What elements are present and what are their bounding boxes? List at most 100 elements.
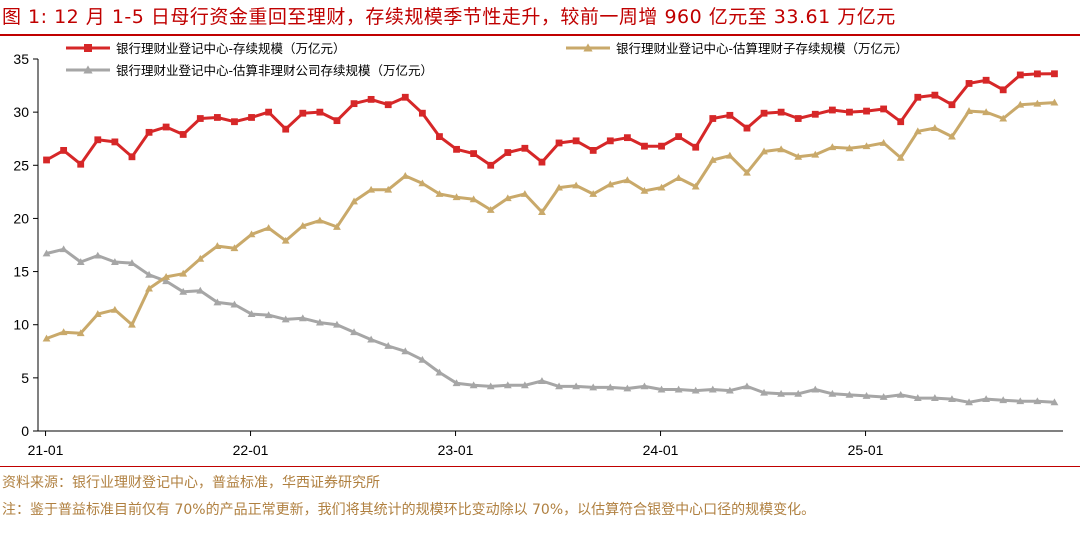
data-point [367, 95, 375, 103]
data-point [248, 114, 255, 121]
data-point [794, 115, 802, 122]
data-point [538, 377, 546, 384]
series-line [45, 101, 1055, 340]
data-point [128, 153, 136, 161]
chart-legend: 银行理财业登记中心-存续规模（万亿元） 银行理财业登记中心-估算理财子存续规模（万… [66, 41, 908, 78]
data-point [43, 156, 50, 164]
chart-series [42, 70, 1059, 406]
data-point [675, 133, 683, 140]
data-point [110, 305, 119, 313]
data-point [503, 194, 512, 202]
y-tick-label: 10 [13, 317, 29, 333]
data-point [367, 185, 376, 193]
data-point [623, 384, 632, 392]
data-point [828, 389, 837, 397]
data-point [418, 355, 427, 363]
legend-marker [83, 65, 93, 74]
data-point [264, 224, 273, 231]
data-point [589, 383, 598, 391]
data-point [930, 124, 939, 132]
data-point [674, 174, 683, 181]
data-point [93, 310, 102, 318]
data-point [333, 117, 341, 125]
data-point [999, 114, 1008, 122]
data-point [965, 107, 973, 115]
data-point [213, 114, 221, 121]
data-point [965, 80, 973, 87]
data-point [674, 385, 683, 393]
data-point [469, 381, 478, 389]
data-point [982, 395, 991, 403]
data-point [111, 138, 119, 146]
data-point [469, 195, 478, 203]
data-point [298, 221, 307, 229]
data-point [435, 368, 444, 376]
data-point [333, 320, 341, 328]
data-point [743, 168, 751, 176]
data-point [350, 197, 358, 205]
data-point [623, 176, 632, 184]
data-point [1033, 397, 1042, 405]
data-point [743, 124, 751, 132]
x-tick-label: 25-01 [848, 442, 884, 458]
data-point [708, 156, 717, 163]
data-point [828, 106, 836, 114]
data-point [196, 254, 205, 262]
data-point [503, 381, 512, 389]
data-point [487, 161, 495, 169]
data-point [145, 270, 153, 278]
data-point [538, 208, 546, 215]
data-point [435, 190, 444, 197]
chart-axes: 0 5 10 15 20 25 30 35 21-01 22-01 23-01 24-01 25-01 [13, 51, 1063, 458]
data-point [913, 394, 922, 401]
data-point [384, 101, 392, 109]
data-point [145, 128, 153, 136]
data-point [725, 386, 734, 394]
data-point [743, 382, 751, 390]
data-point [880, 105, 888, 113]
data-point [231, 118, 238, 126]
data-point [640, 382, 649, 390]
data-point [1016, 100, 1025, 108]
data-point [77, 160, 85, 168]
data-point [606, 137, 614, 145]
data-point [982, 76, 990, 84]
data-point [726, 111, 734, 119]
data-point [589, 147, 597, 154]
data-point [521, 144, 529, 152]
data-point [777, 145, 786, 153]
data-point [896, 153, 905, 161]
data-point [298, 314, 307, 322]
data-point [282, 125, 290, 133]
data-point [999, 86, 1007, 94]
data-point [315, 216, 324, 224]
data-point [401, 172, 410, 179]
data-point [453, 145, 460, 153]
data-point [350, 100, 358, 108]
legend-item: 银行理财业登记中心-存续规模（万亿元） [66, 41, 346, 56]
data-point [794, 389, 803, 397]
data-point [845, 144, 854, 152]
data-point [145, 284, 153, 292]
data-point [299, 109, 307, 117]
data-point [828, 143, 837, 151]
data-point [811, 150, 820, 158]
data-point [555, 183, 563, 191]
data-point [691, 182, 700, 190]
data-point [76, 329, 85, 337]
data-point [384, 342, 393, 349]
data-point [42, 249, 51, 257]
data-point [486, 382, 495, 390]
data-point [452, 193, 461, 201]
y-tick-label: 0 [21, 423, 29, 439]
data-point [777, 108, 785, 116]
data-point [315, 318, 324, 326]
series-line [46, 247, 1055, 404]
legend-label: 银行理财业登记中心-估算非理财公司存续规模（万亿元） [116, 63, 433, 78]
data-point [931, 91, 939, 99]
data-point [896, 390, 905, 398]
data-point [128, 259, 136, 267]
data-point [862, 392, 871, 399]
x-tick-label: 23-01 [438, 442, 474, 458]
